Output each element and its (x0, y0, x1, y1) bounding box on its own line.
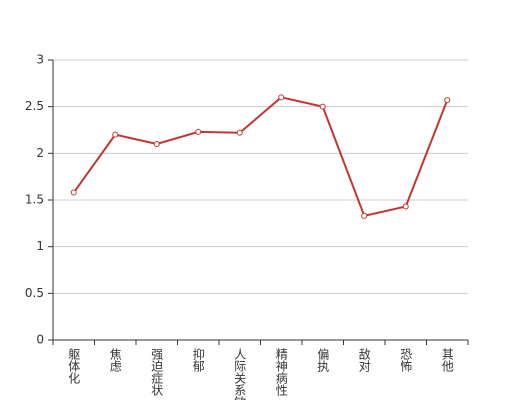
point (278, 94, 285, 101)
x-tick-label: 抑郁 (191, 347, 205, 373)
x-tick-label: 强迫症状 (150, 348, 164, 396)
point (112, 131, 119, 138)
point (319, 103, 326, 110)
point (361, 212, 368, 219)
y-tick-label: 0.5 (25, 286, 44, 300)
x-tick-label: 敌对 (357, 347, 371, 372)
x-tick-label: 人际关系敏感 (233, 348, 247, 400)
y-tick-label: 1.5 (25, 193, 44, 207)
point (153, 141, 160, 147)
point (236, 129, 243, 136)
y-tick-label: 3 (36, 53, 44, 67)
point (402, 203, 409, 210)
x-tick-label: 偏执 (316, 347, 330, 373)
x-tick-label: 其他 (440, 348, 454, 372)
y-tick-label: 0 (36, 333, 44, 347)
x-tick-label: 躯体化 (67, 347, 81, 385)
line (72, 96, 449, 218)
x-tick-label: 精神病性 (274, 348, 288, 397)
x-tick-label: 恐怖 (399, 348, 413, 372)
y-tick-label: 2 (36, 146, 44, 160)
y-tick-label: 2.5 (25, 99, 44, 113)
y-tick-label: 1 (36, 239, 44, 253)
point (70, 189, 77, 196)
x-tick-label: 焦虑 (108, 348, 122, 372)
point (195, 128, 202, 135)
point (444, 97, 451, 104)
